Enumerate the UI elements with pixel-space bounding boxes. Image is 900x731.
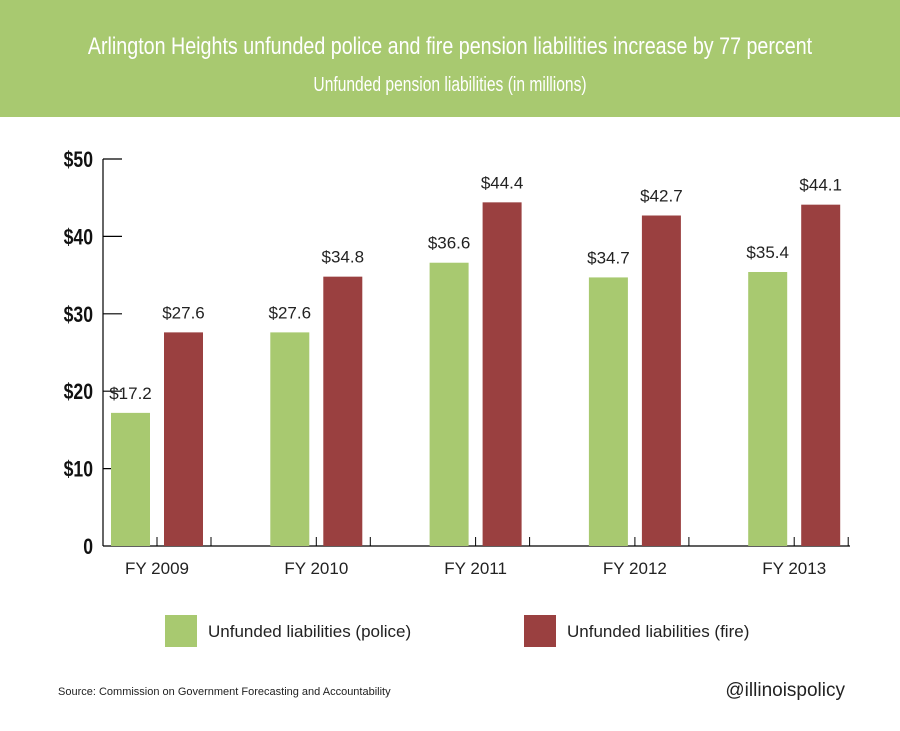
bar-police xyxy=(588,277,628,546)
data-label: $17.2 xyxy=(109,384,152,403)
legend-label-police: Unfunded liabilities (police) xyxy=(208,622,412,641)
data-label: $34.7 xyxy=(587,248,630,267)
bar-police xyxy=(111,412,150,546)
bar-fire xyxy=(801,204,841,546)
data-label: $42.7 xyxy=(640,187,683,206)
chart-header: Arlington Heights unfunded police and fi… xyxy=(0,0,900,117)
legend-label-fire: Unfunded liabilities (fire) xyxy=(567,622,750,641)
data-label: $27.6 xyxy=(162,303,205,322)
chart-title: Arlington Heights unfunded police and fi… xyxy=(87,33,813,60)
y-tick-label: 0 xyxy=(83,535,93,559)
data-label: $44.1 xyxy=(799,176,842,195)
legend-swatch-fire xyxy=(524,615,556,647)
y-tick-label: $40 xyxy=(64,226,93,250)
source-note: Source: Commission on Government Forecas… xyxy=(58,686,391,698)
x-tick-label: FY 2012 xyxy=(603,559,667,578)
data-label: $44.4 xyxy=(481,173,524,192)
bar-police xyxy=(270,332,310,546)
bar-fire xyxy=(482,202,522,546)
y-tick-label: $50 xyxy=(64,148,93,172)
y-tick-label: $20 xyxy=(64,380,93,404)
x-tick-label: FY 2011 xyxy=(444,559,507,578)
y-tick-label: $10 xyxy=(64,458,93,482)
bar-police xyxy=(429,262,469,546)
bar-fire xyxy=(323,276,363,546)
data-label: $35.4 xyxy=(746,243,789,262)
x-tick-label: FY 2009 xyxy=(125,559,189,578)
bar-fire xyxy=(641,215,681,546)
y-tick-label: $30 xyxy=(64,303,93,327)
social-handle: @illinoispolicy xyxy=(725,680,845,701)
x-tick-label: FY 2010 xyxy=(284,559,348,578)
legend-swatch-police xyxy=(165,615,197,647)
data-label: $27.6 xyxy=(269,303,312,322)
data-label: $34.8 xyxy=(322,248,365,267)
bar-fire xyxy=(164,332,203,546)
chart-subtitle: Unfunded pension liabilities (in million… xyxy=(313,74,587,96)
bar-police xyxy=(748,272,788,546)
x-tick-label: FY 2013 xyxy=(762,559,826,578)
data-label: $36.6 xyxy=(428,234,471,253)
